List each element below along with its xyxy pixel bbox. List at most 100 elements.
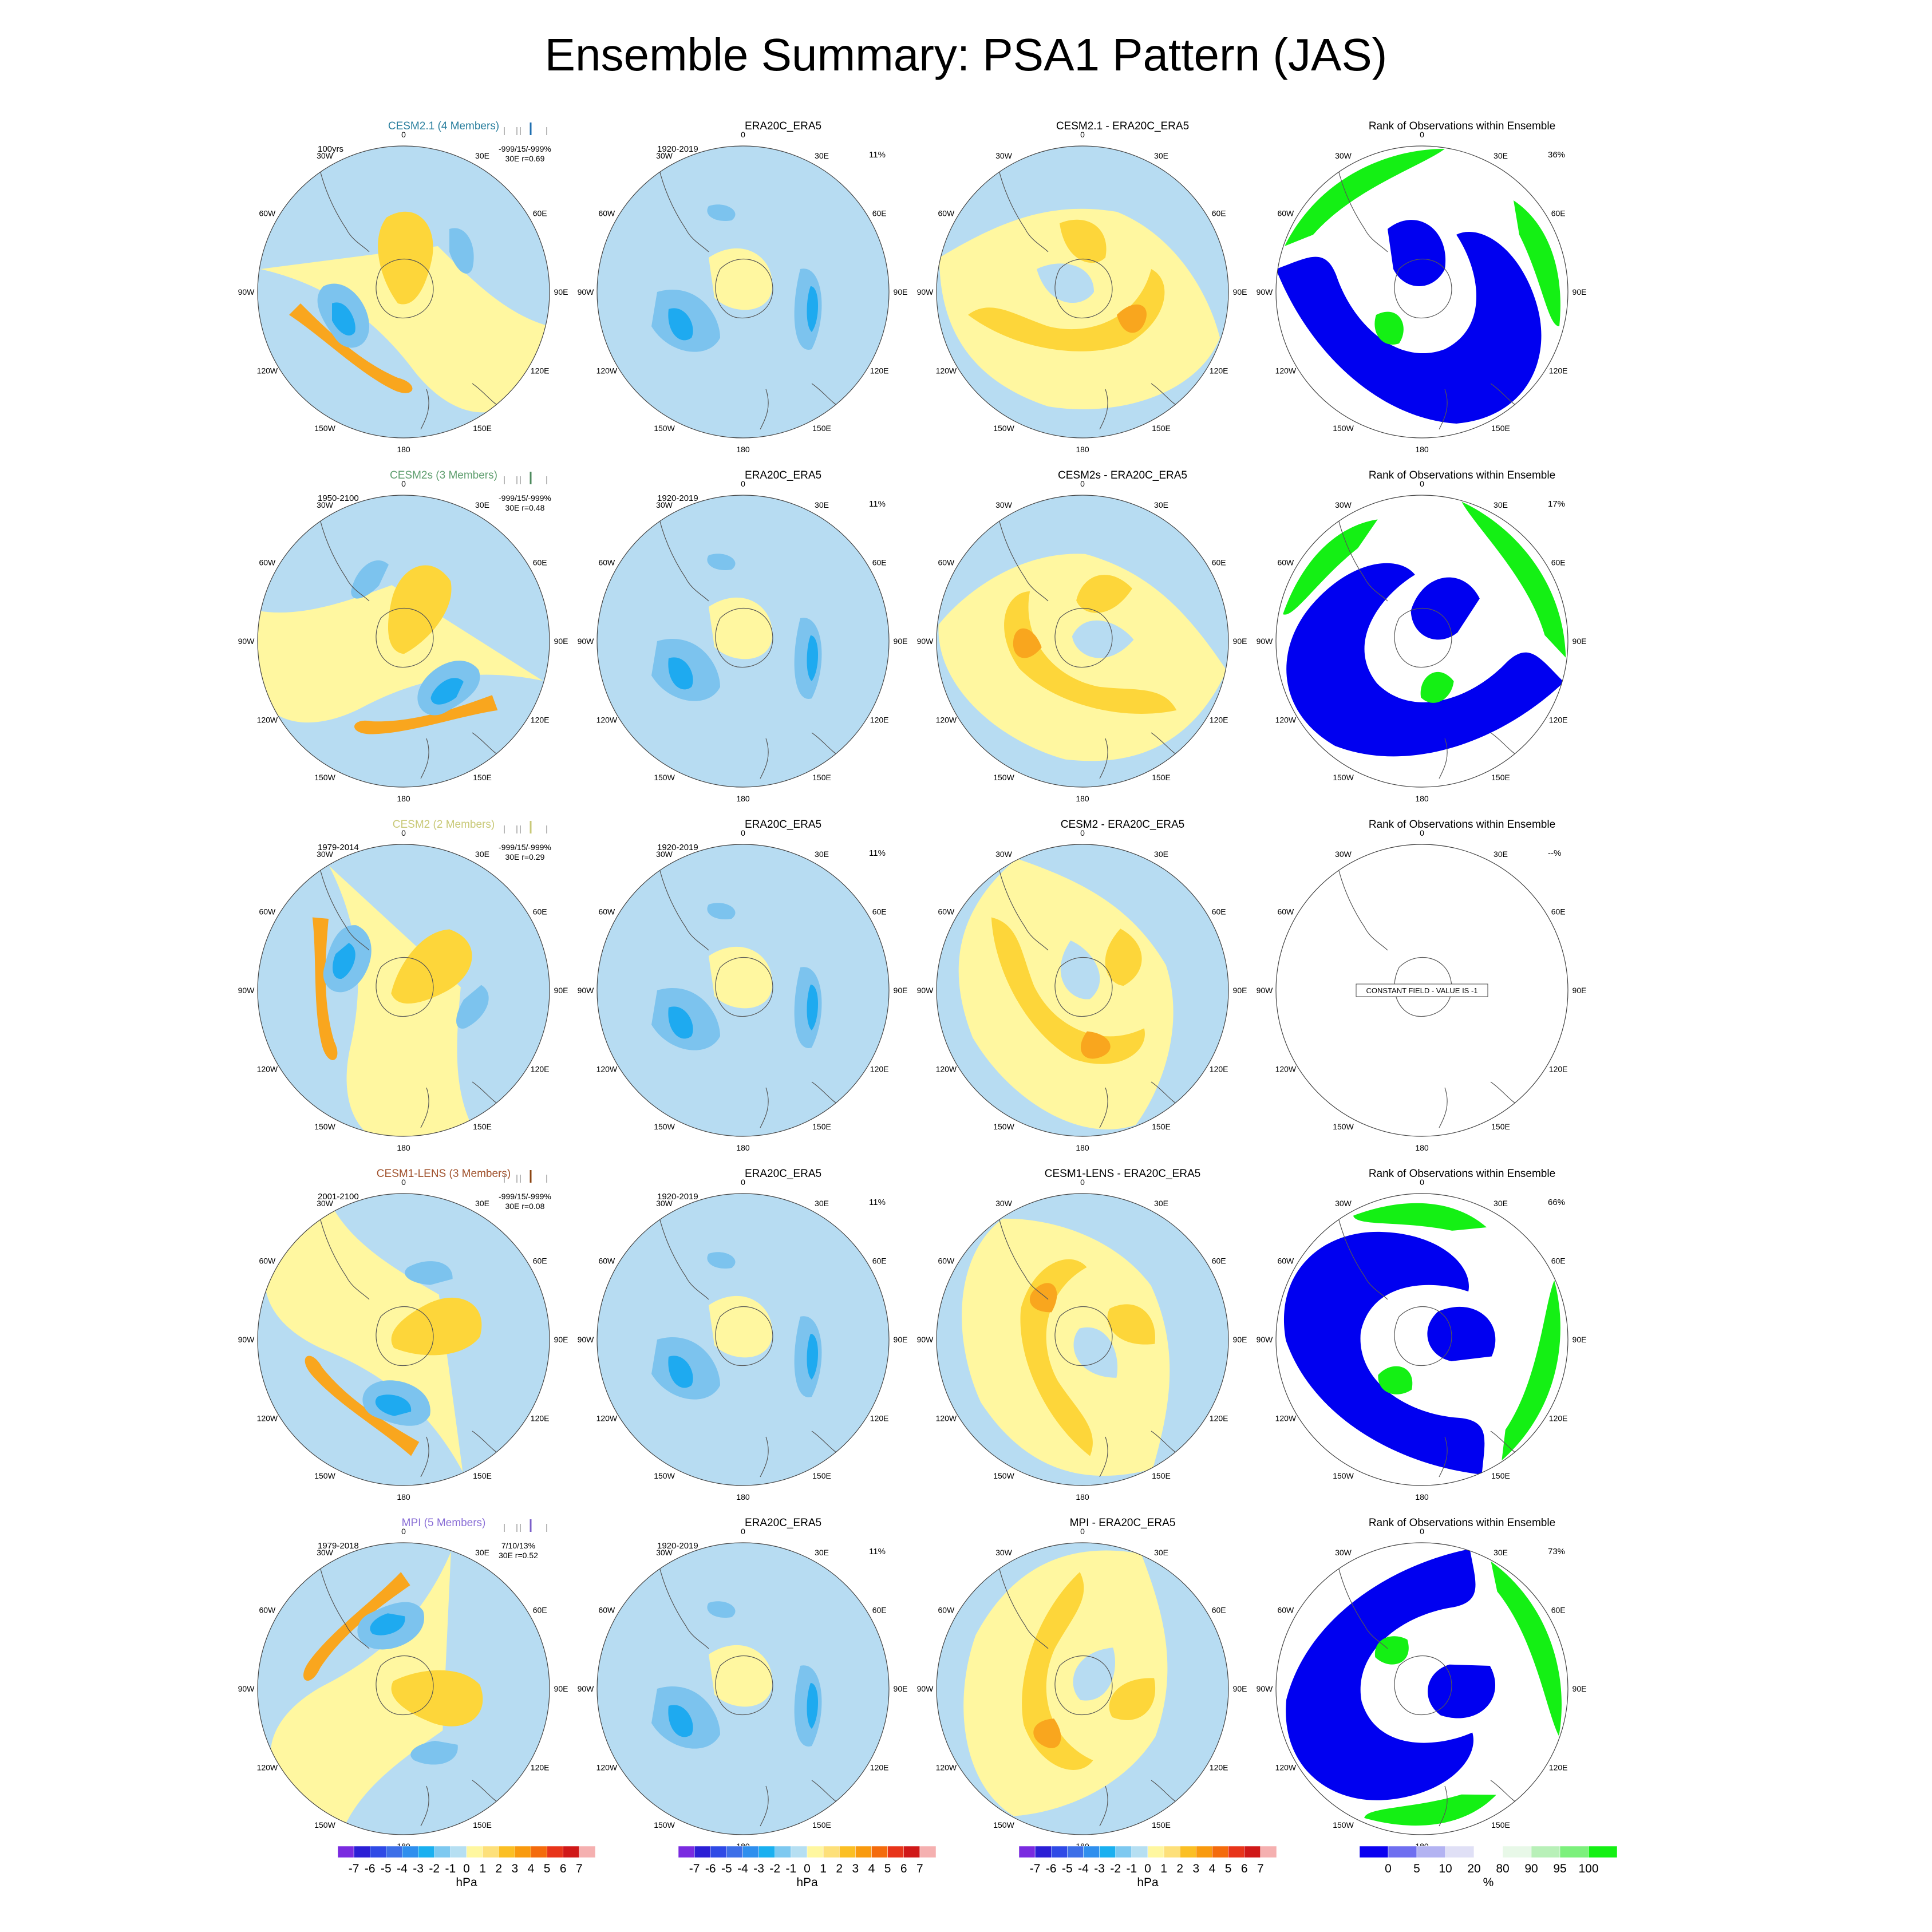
panel-model: CESM1-LENS (3 Members) 2001-2100 -999/15/-… xyxy=(238,1162,633,1506)
longitude-label: 90W xyxy=(1257,1684,1274,1693)
colorbar-swatch xyxy=(1228,1846,1244,1858)
longitude-label: 0 xyxy=(1080,1178,1085,1187)
colorbar-swatch xyxy=(515,1846,531,1858)
contour-region xyxy=(939,208,1220,409)
colorbar-tick-label: 0 xyxy=(463,1862,470,1875)
longitude-label: 30W xyxy=(1335,500,1352,509)
colorbar-swatch xyxy=(579,1846,596,1858)
longitude-label: 30W xyxy=(317,151,334,160)
longitude-label: 30W xyxy=(995,151,1013,160)
contour-region xyxy=(1364,1794,1496,1826)
longitude-label: 0 xyxy=(741,130,745,139)
longitude-label: 60W xyxy=(1277,558,1294,567)
contour-region xyxy=(1285,149,1445,246)
contour-region xyxy=(968,269,1165,351)
contour-region xyxy=(963,1550,1168,1816)
percent-label: 11% xyxy=(869,848,886,858)
panel-title: CESM1-LENS - ERA20C_ERA5 xyxy=(1044,1168,1201,1180)
map-boundary xyxy=(936,1193,1229,1486)
longitude-label: 30E xyxy=(475,500,489,509)
longitude-label: 30W xyxy=(317,1199,334,1208)
longitude-label: 120W xyxy=(1275,366,1297,376)
longitude-label: 120E xyxy=(1210,1763,1228,1772)
contour-region xyxy=(707,1252,736,1269)
colorbar-swatch xyxy=(839,1846,856,1858)
percent-label: 11% xyxy=(869,150,886,160)
longitude-label: 150W xyxy=(314,424,335,433)
longitude-label: 90W xyxy=(578,1684,595,1693)
colorbar-tick-label: -3 xyxy=(413,1862,424,1875)
longitude-label: 180 xyxy=(1076,794,1089,803)
antarctica-outline xyxy=(1054,1306,1113,1366)
longitude-label: 90W xyxy=(578,287,595,297)
longitude-label: 180 xyxy=(1415,1492,1429,1502)
panel-title: ERA20C_ERA5 xyxy=(744,469,822,481)
contour-region xyxy=(388,565,452,654)
panel-title: CESM2s (3 Members) xyxy=(390,469,497,481)
longitude-label: 60E xyxy=(533,558,547,567)
map-obs: 0 30E 60E 90E 120E 150E 180 150W 120W 90W 60W 30W xyxy=(578,479,908,803)
longitude-label: 90E xyxy=(894,1335,908,1344)
colorbar-tick-label: 7 xyxy=(916,1862,923,1875)
longitude-label: 30E xyxy=(475,850,489,859)
longitude-label: 90W xyxy=(1257,287,1274,297)
contour-region xyxy=(258,1551,451,1827)
colorbar-swatch xyxy=(386,1846,402,1858)
percent-label: 66% xyxy=(1548,1198,1566,1207)
colorbar-swatch xyxy=(1212,1846,1228,1858)
antarctica-outline xyxy=(715,608,773,668)
longitude-label: 150E xyxy=(1152,424,1171,433)
longitude-label: 150E xyxy=(473,1471,492,1480)
antarctica-outline xyxy=(376,1306,434,1366)
longitude-label: 120W xyxy=(596,366,618,376)
contour-region xyxy=(1073,1647,1115,1701)
contour-region xyxy=(354,695,498,734)
colorbar-swatch xyxy=(563,1846,580,1858)
stats-label: -999/15/-999% 30E r=0.08 xyxy=(499,1192,551,1211)
colorbar-swatch xyxy=(466,1846,483,1858)
colorbar-tick-label: 0 xyxy=(804,1862,811,1875)
longitude-label: 0 xyxy=(1080,130,1085,139)
colorbar-swatch xyxy=(418,1846,434,1858)
longitude-label: 90E xyxy=(894,1684,908,1693)
colorbar-swatch xyxy=(1359,1846,1389,1858)
longitude-label: 90W xyxy=(917,986,934,995)
longitude-label: 120E xyxy=(531,1763,550,1772)
map-rank: 0 30E 60E 90E 120E 150E 180 150W 120W 90W 60W 30W xyxy=(1257,479,1587,803)
page-title: Ensemble Summary: PSA1 Pattern (JAS) xyxy=(544,29,1388,80)
longitude-label: 120E xyxy=(531,716,550,725)
longitude-label: 30W xyxy=(1335,1548,1352,1557)
longitude-label: 30E xyxy=(815,151,829,160)
colorbar-tick-label: -1 xyxy=(445,1862,456,1875)
longitude-label: 90E xyxy=(554,1335,568,1344)
longitude-label: 90W xyxy=(1257,1335,1274,1344)
colorbar-tick-label: 5 xyxy=(1413,1862,1420,1875)
contour-region xyxy=(707,903,736,919)
longitude-label: 60E xyxy=(533,1606,547,1615)
longitude-label: 30E xyxy=(1494,151,1508,160)
longitude-label: 150W xyxy=(654,424,675,433)
longitude-label: 60W xyxy=(1277,209,1294,218)
longitude-label: 180 xyxy=(1415,445,1429,454)
percent-label: 11% xyxy=(869,499,886,509)
panel-obs: ERA20C_ERA5 1920-2019 11% 0 30E 60E 90E 120E 150… xyxy=(578,1162,972,1506)
longitude-label: 60W xyxy=(598,209,615,218)
longitude-label: 120W xyxy=(257,366,278,376)
contour-region xyxy=(378,211,433,305)
longitude-label: 90W xyxy=(238,637,255,646)
panel-rank: Rank of Observations within Ensemble 66% 0… xyxy=(1257,1162,1651,1506)
period-label: 1979-2018 xyxy=(318,1541,359,1551)
colorbar-tick-label: 1 xyxy=(820,1862,827,1875)
map-boundary xyxy=(596,495,890,788)
contour-region xyxy=(1107,1304,1155,1345)
colorbar-tick-label: 90 xyxy=(1524,1862,1538,1875)
contour-region xyxy=(305,1356,420,1456)
longitude-label: 120W xyxy=(1275,1414,1297,1423)
colorbar-unit: hPa xyxy=(1137,1876,1159,1889)
panel-title: Rank of Observations within Ensemble xyxy=(1368,1168,1556,1180)
map-obs: 0 30E 60E 90E 120E 150E 180 150W 120W 90W 60W 30W xyxy=(578,130,908,454)
